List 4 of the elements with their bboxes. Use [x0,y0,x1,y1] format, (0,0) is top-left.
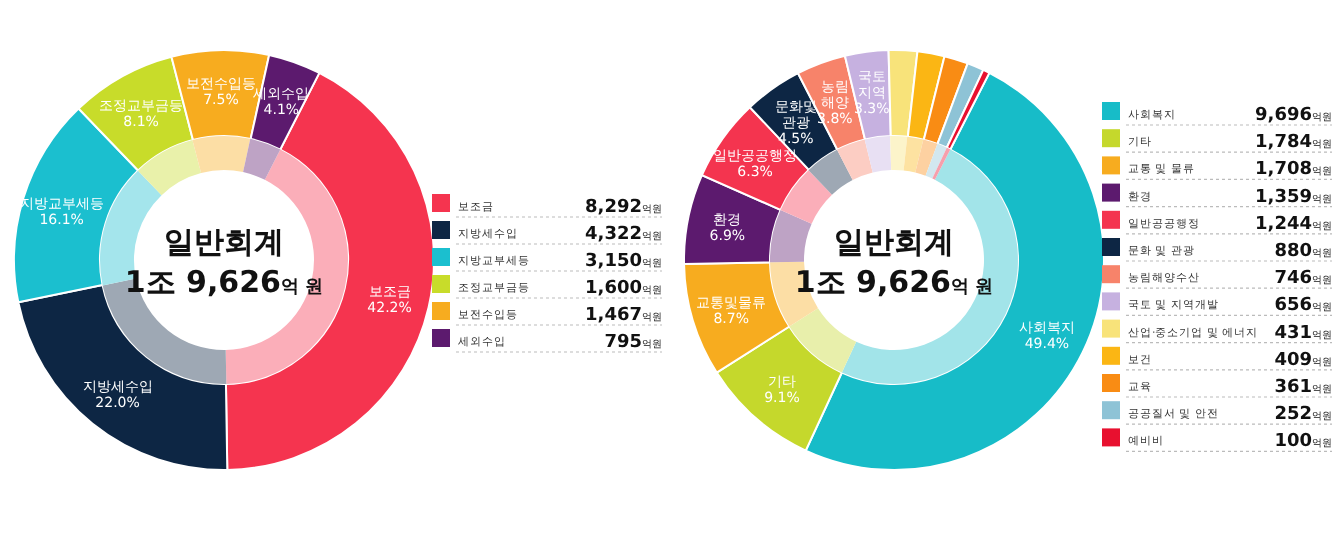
text: 1조 9,626억 원 [794,264,994,300]
text: 일반회계 [834,224,954,260]
text: 1조 9,626억 원 [124,264,324,300]
text: 일반회계 [164,224,284,260]
